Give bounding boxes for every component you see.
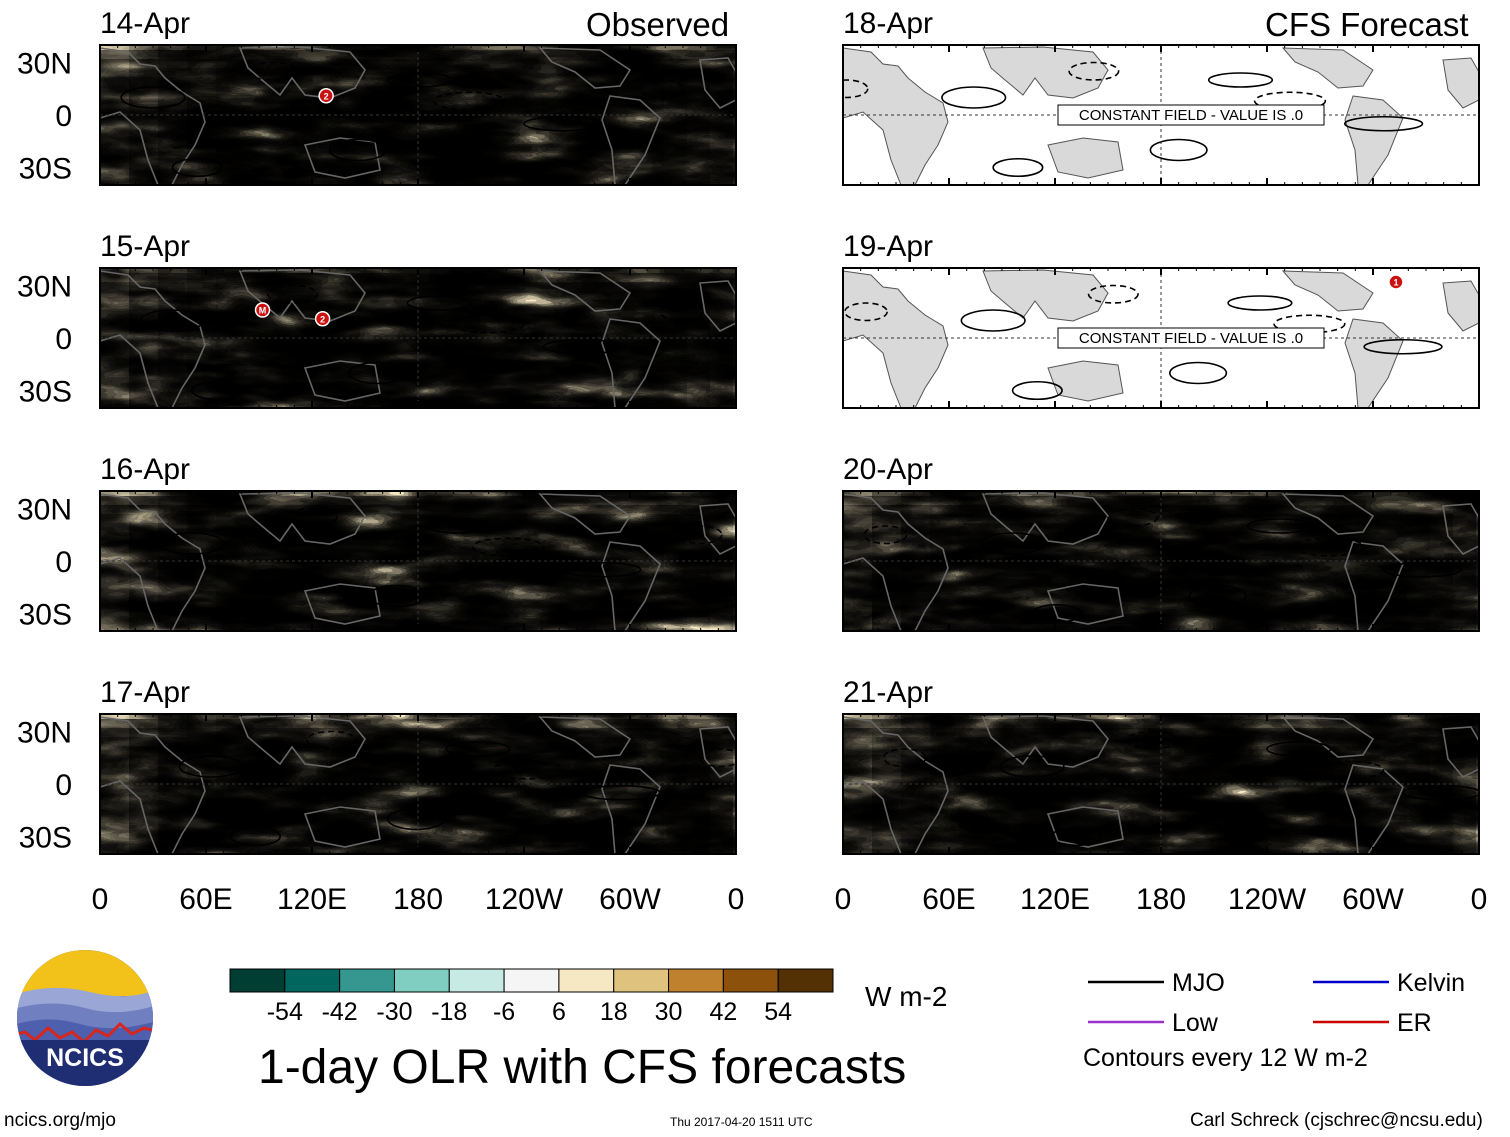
constant-field-label: CONSTANT FIELD - VALUE IS .0 [1057, 104, 1325, 126]
panel-date-label: 20-Apr [843, 453, 933, 486]
panel-15-Apr: M 2 30N 0 30S 15-Apr [17, 230, 737, 409]
colorbar: -54 -42 -30 -18 -6 6 18 30 42 54 [229, 968, 834, 1026]
constant-field-label: CONSTANT FIELD - VALUE IS .0 [1057, 327, 1325, 349]
contour-note: Contours every 12 W m-2 [1083, 1044, 1368, 1072]
colorbar-label: -42 [322, 998, 358, 1026]
footer-author: Carl Schreck (cjschrec@ncsu.edu) [1190, 1110, 1483, 1131]
panel-date-label: 18-Apr [843, 7, 933, 40]
constant-field-text: CONSTANT FIELD - VALUE IS .0 [1079, 330, 1303, 347]
legend-label: MJO [1172, 969, 1225, 997]
footer-timestamp: Thu 2017-04-20 1511 UTC [670, 1115, 813, 1129]
colorbar-label: -18 [431, 998, 467, 1026]
right-column-title: CFS Forecast [1265, 6, 1469, 43]
y-tick-label: 30S [19, 822, 72, 855]
colorbar-swatch [229, 968, 286, 993]
panel-14-Apr: 2 30N 0 30S 14-Apr [17, 7, 737, 186]
colorbar-label: 54 [764, 998, 792, 1026]
panel-20-Apr: 20-Apr [842, 453, 1480, 632]
panel-date-label: 16-Apr [100, 453, 190, 486]
legend-label: Kelvin [1397, 969, 1465, 997]
line-legend: MJO Kelvin Low ER [1088, 969, 1465, 1037]
colorbar-label: 6 [552, 998, 566, 1026]
panel-19-Apr: 1 CONSTANT FIELD - VALUE IS .0 19-Apr [842, 230, 1480, 409]
y-tick-label: 30N [17, 48, 72, 81]
panel-16-Apr: 30N 0 30S 16-Apr [17, 453, 737, 632]
x-tick-label: 180 [393, 883, 443, 916]
colorbar-swatch [613, 968, 670, 993]
x-tick-label: 120E [1020, 883, 1090, 916]
panel-date-label: 17-Apr [100, 676, 190, 709]
colorbar-label: -6 [493, 998, 515, 1026]
storm-marker: M [254, 302, 271, 318]
colorbar-label: 42 [709, 998, 737, 1026]
storm-marker-label: 2 [324, 91, 329, 101]
storm-marker: 2 [318, 88, 334, 104]
x-tick-label: 60W [599, 883, 661, 916]
panel-21-Apr: 21-Apr [842, 676, 1480, 855]
storm-marker-label: M [259, 306, 267, 316]
legend-label: ER [1397, 1009, 1432, 1037]
colorbar-label: 30 [655, 998, 683, 1026]
y-tick-label: 0 [55, 323, 72, 356]
panel-date-label: 15-Apr [100, 230, 190, 263]
y-tick-label: 30S [19, 376, 72, 409]
colorbar-swatch [668, 968, 724, 993]
x-tick-label: 120E [277, 883, 347, 916]
panel-date-label: 14-Apr [100, 7, 190, 40]
panel-18-Apr: CONSTANT FIELD - VALUE IS .0 18-Apr [842, 7, 1480, 186]
storm-marker: 1 [1388, 274, 1404, 290]
y-tick-label: 30N [17, 494, 72, 527]
y-tick-label: 30N [17, 271, 72, 304]
left-column-title: Observed [586, 6, 730, 43]
panel-17-Apr: 30N 0 30S 17-Apr [17, 676, 737, 855]
x-tick-label: 0 [728, 883, 745, 916]
y-tick-label: 30N [17, 717, 72, 750]
storm-marker-label: 1 [1393, 278, 1398, 288]
colorbar-swatch [777, 968, 834, 993]
panels-layer: 2 30N 0 30S 14-Apr M 2 30N 0 30S 15-Apr 30N 0 30S 16-A… [17, 7, 1480, 855]
colorbar-swatch [503, 968, 560, 993]
ncics-logo: NCICS [17, 950, 153, 1086]
y-tick-label: 0 [55, 546, 72, 579]
x-tick-label: 0 [835, 883, 852, 916]
storm-marker: 2 [314, 311, 331, 327]
colorbar-swatch [339, 968, 395, 993]
y-tick-label: 30S [19, 599, 72, 632]
x-tick-label: 180 [1136, 883, 1186, 916]
footer-website[interactable]: ncics.org/mjo [4, 1110, 116, 1131]
colorbar-swatch [393, 968, 450, 993]
colorbar-label: 18 [600, 998, 628, 1026]
colorbar-swatch [558, 968, 615, 993]
y-tick-label: 30S [19, 153, 72, 186]
colorbar-label: -54 [267, 998, 303, 1026]
colorbar-units: W m-2 [865, 981, 948, 1012]
panel-date-label: 21-Apr [843, 676, 933, 709]
colorbar-swatch [448, 968, 505, 993]
panel-date-label: 19-Apr [843, 230, 933, 263]
x-tick-label: 120W [1228, 883, 1307, 916]
x-tick-label: 60E [179, 883, 232, 916]
colorbar-swatch [722, 968, 779, 993]
y-tick-label: 0 [55, 769, 72, 802]
x-tick-label: 0 [92, 883, 109, 916]
x-tick-label: 60E [922, 883, 975, 916]
storm-marker-label: 2 [320, 314, 325, 324]
legend-label: Low [1172, 1009, 1219, 1037]
x-tick-label: 120W [485, 883, 564, 916]
logo-text: NCICS [46, 1044, 124, 1072]
x-tick-label: 60W [1342, 883, 1404, 916]
x-axis-labels: 0 60E 120E 180 120W 60W 0 0 60E 120E 180 120W 60W 0 [92, 883, 1488, 916]
x-tick-label: 0 [1471, 883, 1488, 916]
constant-field-text: CONSTANT FIELD - VALUE IS .0 [1079, 107, 1303, 124]
colorbar-label: -30 [376, 998, 412, 1026]
chart-title: 1-day OLR with CFS forecasts [258, 1041, 907, 1094]
y-tick-label: 0 [55, 100, 72, 133]
colorbar-swatch [284, 968, 341, 993]
